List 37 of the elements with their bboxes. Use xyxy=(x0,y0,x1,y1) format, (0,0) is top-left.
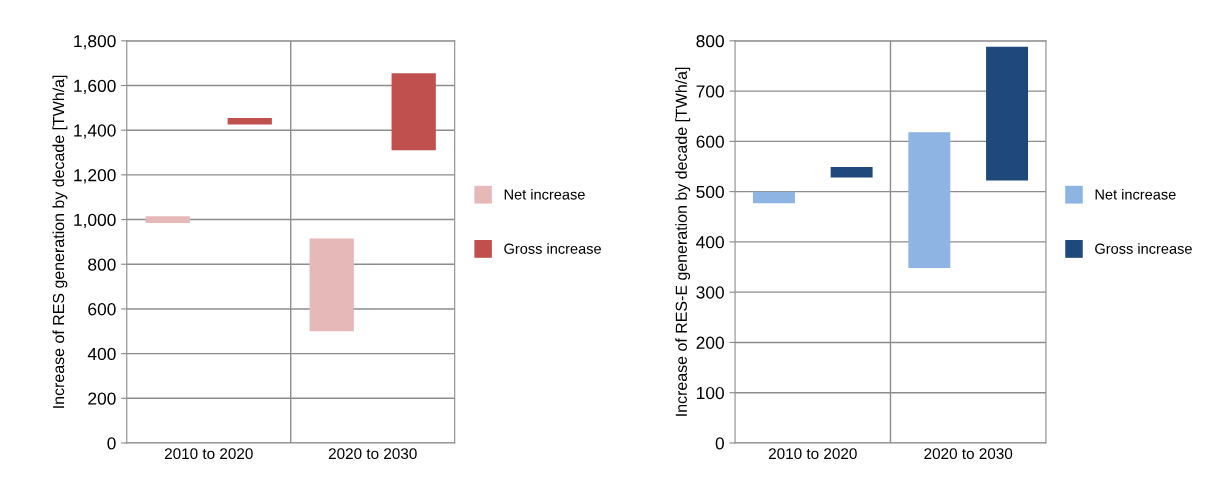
y-tick-label: 200 xyxy=(88,392,116,405)
legend-label: Gross increase xyxy=(504,243,601,254)
y-tick-label: 1,400 xyxy=(74,124,116,139)
y-tick-label: 400 xyxy=(696,236,724,249)
y-tick-label: 1,800 xyxy=(74,34,116,50)
y-tick-label: 500 xyxy=(696,185,724,199)
y-tick-label: 800 xyxy=(88,258,116,271)
x-tick-label: 2010 to 2020 xyxy=(768,448,857,460)
y-tick-label: 700 xyxy=(696,85,724,98)
y-axis-title: Increase of RES-E generation by decade [TWh/a] xyxy=(675,67,691,416)
bar xyxy=(227,117,272,125)
y-tick-label: 600 xyxy=(88,303,116,316)
y-tick-label: 0 xyxy=(715,437,724,450)
x-tick-label: 2010 to 2020 xyxy=(164,448,253,460)
y-axis-title: Increase of RES generation by decade [TWh/a] xyxy=(52,75,68,408)
y-tick-label: 1,000 xyxy=(74,213,116,229)
y-tick-label: 300 xyxy=(696,286,724,299)
y-tick-label: 800 xyxy=(696,34,724,48)
legend-label: Net increase xyxy=(1095,188,1176,200)
bar xyxy=(830,167,873,178)
y-tick-label: 0 xyxy=(107,437,116,450)
y-tick-label: 400 xyxy=(87,347,116,361)
bar xyxy=(986,46,1029,181)
y-tick-label: 600 xyxy=(696,135,724,148)
bar xyxy=(908,132,951,269)
y-tick-label: 200 xyxy=(696,336,724,349)
bar xyxy=(752,191,795,204)
bar xyxy=(145,216,190,223)
legend-label: Gross increase xyxy=(1095,243,1192,254)
legend-label: Net increase xyxy=(504,188,585,200)
x-tick-label: 2020 to 2030 xyxy=(328,448,417,460)
x-tick-label: 2020 to 2030 xyxy=(924,448,1013,460)
y-tick-label: 1,200 xyxy=(74,169,116,184)
y-tick-label: 100 xyxy=(697,386,724,400)
bar xyxy=(391,73,436,151)
y-tick-label: 1,600 xyxy=(74,79,116,95)
bar xyxy=(309,238,354,332)
